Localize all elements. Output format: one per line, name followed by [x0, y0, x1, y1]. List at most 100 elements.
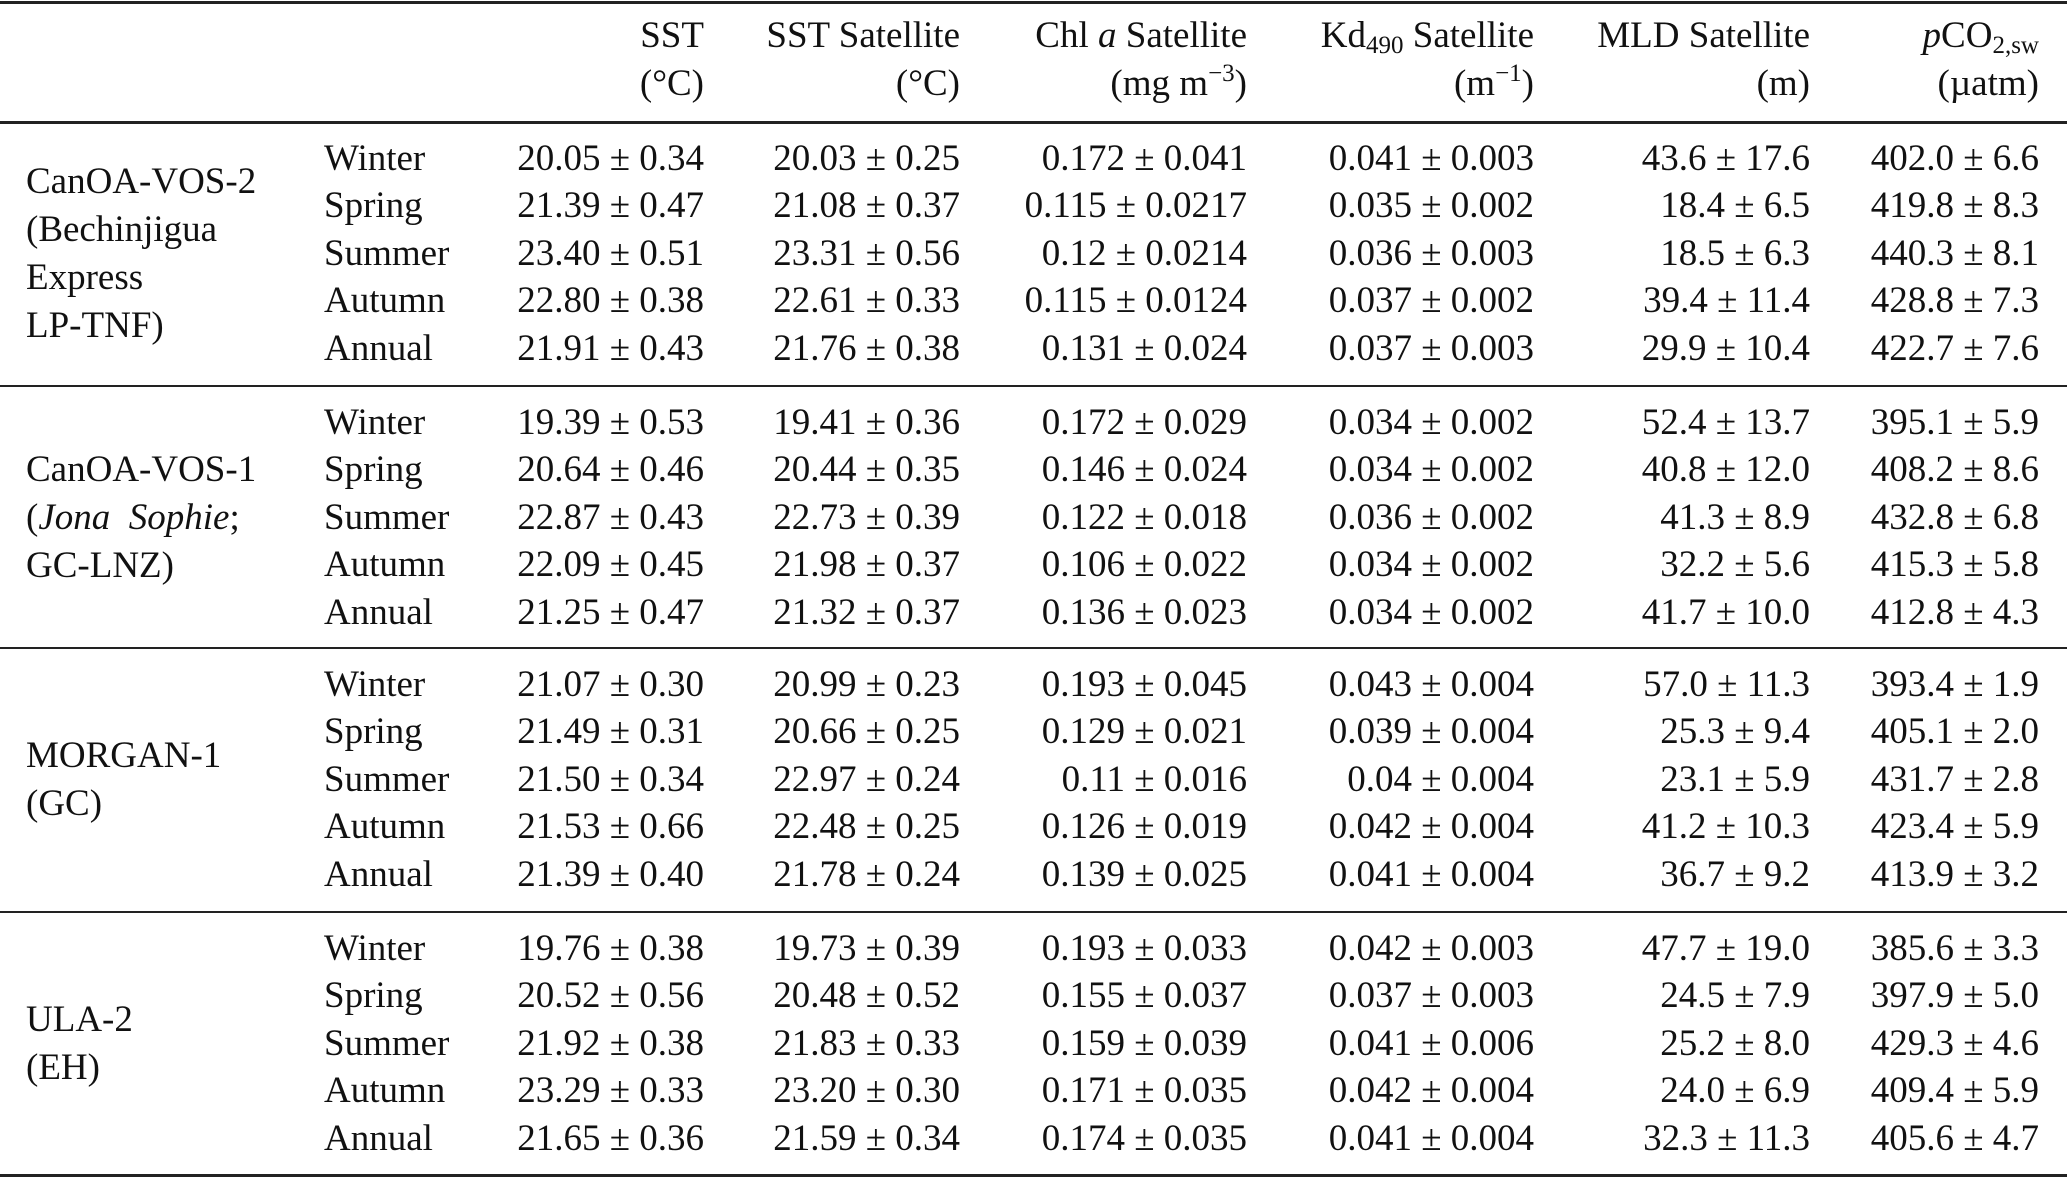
t: 490	[1366, 32, 1404, 59]
cell-pco2: 419.8 ± 8.3	[1870, 185, 2039, 227]
cell-sst: 21.92 ± 0.38	[517, 1022, 704, 1064]
site-label-line: (Bechinjigua	[26, 208, 218, 250]
cell-sst-satellite: 21.32 ± 0.37	[773, 591, 960, 633]
cell-pco2: 415.3 ± 5.8	[1870, 544, 2039, 586]
cell-sst: 23.40 ± 0.51	[517, 232, 704, 274]
t: a	[1098, 15, 1117, 56]
cell-mld: 36.7 ± 9.2	[1660, 853, 1810, 895]
cell-chl-a: 0.172 ± 0.041	[1041, 138, 1247, 179]
cell-kd490: 0.041 ± 0.004	[1328, 1117, 1534, 1159]
cell-sst-satellite: 20.48 ± 0.52	[773, 975, 960, 1017]
cell-sst-satellite: 21.76 ± 0.38	[773, 327, 960, 369]
cell-pco2: 428.8 ± 7.3	[1870, 280, 2039, 322]
header-sst-satellite-name: SST Satellite	[766, 15, 960, 56]
group-rule	[0, 385, 2067, 387]
cell-kd490: 0.037 ± 0.002	[1328, 280, 1534, 322]
season-label: Annual	[324, 591, 433, 633]
cell-chl-a: 0.155 ± 0.037	[1041, 975, 1247, 1017]
t: Kd	[1320, 15, 1366, 56]
cell-sst: 21.50 ± 0.34	[517, 758, 704, 800]
header-mld-name: MLD Satellite	[1597, 15, 1810, 56]
cell-pco2: 402.0 ± 6.6	[1870, 138, 2039, 179]
season-label: Autumn	[324, 544, 446, 586]
cell-mld: 57.0 ± 11.3	[1643, 664, 1810, 705]
header-mld-unit: (m)	[1756, 63, 1810, 104]
site-label-line: ULA-2	[26, 998, 133, 1040]
cell-chl-a: 0.136 ± 0.023	[1041, 591, 1247, 633]
cell-sst: 19.76 ± 0.38	[517, 928, 704, 969]
cell-chl-a: 0.146 ± 0.024	[1041, 449, 1247, 491]
cell-mld: 41.3 ± 8.9	[1660, 496, 1810, 538]
header-rule	[0, 121, 2067, 124]
cell-pco2: 440.3 ± 8.1	[1870, 232, 2039, 274]
cell-chl-a: 0.115 ± 0.0217	[1024, 185, 1247, 227]
cell-kd490: 0.039 ± 0.004	[1328, 711, 1534, 753]
cell-kd490: 0.036 ± 0.003	[1328, 232, 1534, 274]
cell-mld: 29.9 ± 10.4	[1641, 327, 1810, 369]
cell-pco2: 409.4 ± 5.9	[1870, 1070, 2039, 1112]
cell-pco2: 429.3 ± 4.6	[1870, 1022, 2039, 1064]
cell-kd490: 0.034 ± 0.002	[1328, 591, 1534, 633]
cell-mld: 25.2 ± 8.0	[1660, 1022, 1810, 1064]
t: (mg m	[1110, 63, 1209, 104]
cell-kd490: 0.034 ± 0.002	[1328, 402, 1534, 443]
cell-kd490: 0.042 ± 0.004	[1328, 1070, 1534, 1112]
season-label: Spring	[324, 449, 423, 491]
t: 2,sw	[1992, 32, 2039, 59]
cell-chl-a: 0.11 ± 0.016	[1061, 758, 1247, 800]
cell-mld: 23.1 ± 5.9	[1660, 758, 1810, 800]
cell-pco2: 397.9 ± 5.0	[1870, 975, 2039, 1017]
cell-mld: 24.0 ± 6.9	[1660, 1070, 1810, 1112]
season-label: Spring	[324, 975, 423, 1017]
site-label: MORGAN-1 (GC)	[26, 732, 221, 828]
group-rule	[0, 911, 2067, 913]
bottom-rule	[0, 1174, 2067, 1177]
site-label-line: (Jona Sophie;	[26, 494, 256, 542]
header-sst-satellite: SST Satellite (°C)	[766, 12, 960, 108]
site-label-line: (EH)	[26, 1046, 100, 1088]
header-sst-satellite-unit: (°C)	[895, 63, 960, 104]
t: )	[1234, 63, 1247, 104]
t: ;	[229, 496, 240, 538]
cell-mld: 47.7 ± 19.0	[1641, 928, 1810, 969]
season-label: Winter	[324, 402, 426, 443]
cell-sst-satellite: 23.20 ± 0.30	[773, 1070, 960, 1112]
cell-sst-satellite: 22.48 ± 0.25	[773, 806, 960, 848]
cell-chl-a: 0.139 ± 0.025	[1041, 853, 1247, 895]
cell-chl-a: 0.122 ± 0.018	[1041, 496, 1247, 538]
site-label: CanOA-VOS-1 (Jona Sophie; GC-LNZ)	[26, 446, 256, 590]
cell-chl-a: 0.193 ± 0.033	[1041, 928, 1247, 969]
cell-sst: 22.09 ± 0.45	[517, 544, 704, 586]
site-label-line: CanOA-VOS-1	[26, 448, 257, 490]
cell-kd490: 0.043 ± 0.004	[1328, 664, 1534, 705]
cell-sst-satellite: 19.41 ± 0.36	[773, 402, 960, 443]
cell-mld: 41.2 ± 10.3	[1641, 806, 1810, 848]
cell-chl-a: 0.115 ± 0.0124	[1024, 280, 1247, 322]
cell-mld: 32.3 ± 11.3	[1643, 1117, 1810, 1159]
cell-chl-a: 0.126 ± 0.019	[1041, 806, 1247, 848]
cell-sst: 19.39 ± 0.53	[517, 402, 704, 443]
cell-pco2: 408.2 ± 8.6	[1870, 449, 2039, 491]
season-label: Summer	[324, 232, 450, 274]
cell-sst-satellite: 23.31 ± 0.56	[773, 232, 960, 274]
cell-pco2: 405.1 ± 2.0	[1870, 711, 2039, 753]
header-chl-name: Chl a Satellite	[1035, 12, 1247, 60]
cell-sst: 20.64 ± 0.46	[517, 449, 704, 491]
season-label: Spring	[324, 185, 423, 227]
t: CO	[1941, 15, 1993, 56]
cell-sst: 22.80 ± 0.38	[517, 280, 704, 322]
cell-sst: 20.52 ± 0.56	[517, 975, 704, 1017]
t: (	[26, 496, 39, 538]
site-label-line: (GC)	[26, 782, 103, 824]
cell-pco2: 393.4 ± 1.9	[1870, 664, 2039, 705]
cell-mld: 32.2 ± 5.6	[1660, 544, 1810, 586]
header-kd490-name: Kd490 Satellite	[1321, 12, 1534, 60]
header-pco2: pCO2,sw (µatm)	[1923, 12, 2039, 108]
cell-pco2: 405.6 ± 4.7	[1870, 1117, 2039, 1159]
cell-kd490: 0.041 ± 0.004	[1328, 853, 1534, 895]
header-chl-unit: (mg m−3)	[1035, 60, 1247, 108]
cell-kd490: 0.034 ± 0.002	[1328, 449, 1534, 491]
t: −1	[1495, 60, 1522, 87]
cell-sst-satellite: 20.66 ± 0.25	[773, 711, 960, 753]
cell-kd490: 0.034 ± 0.002	[1328, 544, 1534, 586]
